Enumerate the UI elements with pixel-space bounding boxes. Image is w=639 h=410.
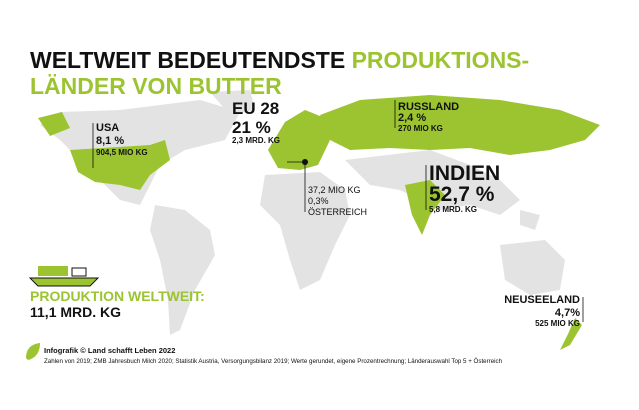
country-name: RUSSLAND <box>398 101 459 113</box>
title: WELTWEIT BEDEUTENDSTE PRODUKTIONS- <box>30 47 529 73</box>
leaf-logo <box>26 343 40 360</box>
country-share: 8,1 % <box>96 135 124 147</box>
country-amount: 525 MIO KG <box>535 319 580 328</box>
india-area <box>405 180 445 235</box>
leader-lines <box>92 100 584 322</box>
country-share: 52,7 % <box>429 183 495 206</box>
new-zealand-area <box>560 318 582 350</box>
title-line-2: LÄNDER VON BUTTER <box>30 73 282 99</box>
highlighted-countries <box>38 95 600 350</box>
country-amount: 904,5 MIO KG <box>96 148 148 157</box>
footer-source: Zahlen von 2019; ZMB Jahresbuch Milch 20… <box>44 358 503 365</box>
country-share: 21 % <box>232 118 271 137</box>
country-name: INDIEN <box>429 162 500 185</box>
austria-dot <box>302 159 308 165</box>
total-label: PRODUKTION WELTWEIT: <box>30 288 205 304</box>
country-amount: 270 MIO KG <box>398 124 443 133</box>
country-amount: 2,3 MRD. KG <box>232 136 280 145</box>
country-name: ÖSTERREICH <box>308 207 367 217</box>
eu-area <box>268 110 330 170</box>
country-amount: 5,8 MRD. KG <box>429 205 477 214</box>
country-amount: 37,2 MIO KG <box>308 185 361 195</box>
country-name: EU 28 <box>232 99 279 118</box>
country-share: 0,3% <box>308 196 329 206</box>
title-black: WELTWEIT BEDEUTENDSTE <box>30 47 345 73</box>
alaska-area <box>38 112 70 136</box>
country-share: 4,7% <box>555 307 580 319</box>
total-value: 11,1 MRD. KG <box>30 304 121 320</box>
russia-area <box>320 95 600 155</box>
usa-area <box>70 140 170 190</box>
title-green: PRODUKTIONS- <box>352 47 530 73</box>
country-name: NEUSEELAND <box>504 294 580 306</box>
country-share: 2,4 % <box>398 112 426 124</box>
footer-credit: Infografik © Land schafft Leben 2022 <box>44 346 175 355</box>
butter-icon <box>28 266 100 287</box>
country-name: USA <box>96 122 119 134</box>
